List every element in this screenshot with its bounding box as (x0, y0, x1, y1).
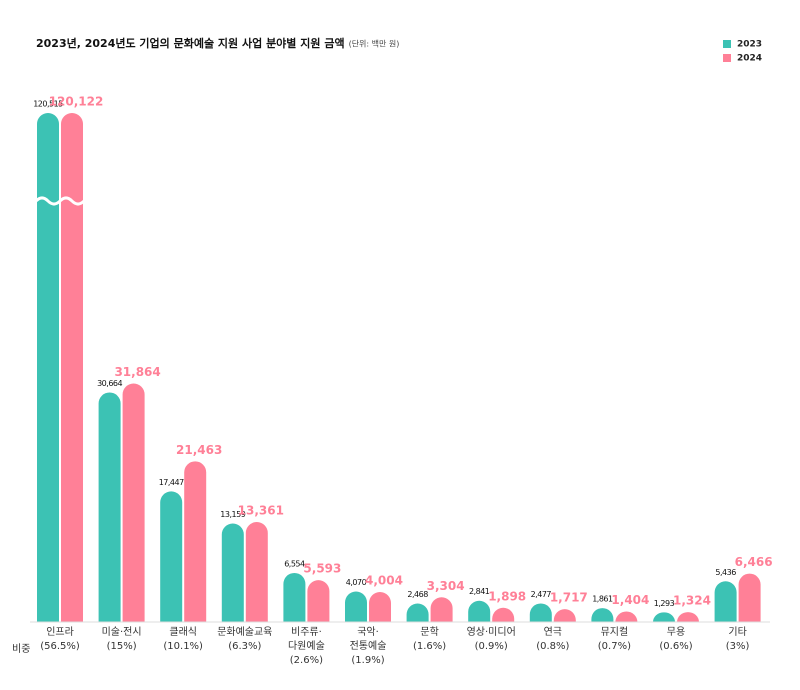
x-tick-label: 문학 (420, 627, 439, 638)
legend-swatch (723, 40, 731, 48)
bar (61, 113, 83, 622)
value-label: 13,361 (238, 503, 284, 517)
bar (430, 597, 453, 622)
bar (677, 612, 699, 622)
bar (553, 609, 576, 622)
bar (283, 572, 306, 622)
share-label: 비중 (12, 644, 31, 655)
value-label: 2,468 (407, 590, 428, 599)
value-label: 21,463 (176, 443, 222, 457)
bar (653, 612, 675, 622)
bar (345, 591, 367, 622)
bar (714, 581, 737, 622)
bar (160, 491, 183, 622)
share-label: (1.9%) (351, 655, 385, 666)
share-label: (6.3%) (228, 641, 262, 652)
axis-break (34, 196, 62, 206)
bar (468, 600, 491, 622)
share-label: (0.7%) (597, 641, 631, 652)
x-tick-label: 비주류· 다원예술 (287, 627, 325, 652)
legend-label: 2023 (737, 40, 762, 50)
value-label: 6,554 (284, 559, 305, 568)
share-label: (0.8%) (536, 641, 570, 652)
share-label: (10.1%) (163, 641, 203, 652)
value-label: 1,861 (592, 595, 613, 604)
value-label: 6,466 (735, 555, 773, 569)
value-label: 1,898 (488, 589, 526, 603)
bar (98, 392, 121, 622)
bar (307, 580, 330, 622)
chart-title: 2023년, 2024년도 기업의 문화예술 지원 사업 분야별 지원 금액 (36, 36, 345, 50)
value-label: 13,159 (220, 510, 245, 519)
value-label: 1,324 (673, 594, 711, 608)
axis-break (58, 196, 86, 206)
value-label: 1,404 (611, 593, 649, 607)
bar (245, 522, 268, 622)
x-tick-label: 연극 (543, 627, 562, 638)
value-label: 2,477 (531, 590, 552, 599)
value-label: 30,664 (97, 379, 122, 388)
value-label: 1,717 (550, 591, 588, 605)
value-label: 17,447 (159, 478, 184, 487)
bar (221, 523, 244, 622)
x-tick-label: 미술·전시 (101, 627, 142, 638)
share-label: (56.5%) (40, 641, 80, 652)
value-label: 5,593 (303, 562, 341, 576)
bar (184, 461, 207, 622)
value-label: 31,864 (114, 365, 160, 379)
value-label: 4,070 (346, 578, 367, 587)
unit-note: (단위: 백만 원) (349, 39, 400, 49)
bar (615, 611, 638, 622)
x-tick-label: 클래식 (169, 627, 197, 638)
share-label: (0.6%) (659, 641, 693, 652)
value-label: 5,436 (715, 568, 736, 577)
x-tick-label: 무용 (666, 627, 686, 638)
bar (529, 603, 552, 622)
value-label: 120,122 (49, 95, 104, 109)
x-tick-label: 국악· 전통예술 (349, 627, 387, 652)
share-label: (3%) (725, 641, 750, 652)
x-tick-label: 뮤지컬 (600, 627, 629, 638)
legend-label: 2024 (737, 54, 762, 64)
bar (122, 383, 145, 622)
x-tick-label: 영상·미디어 (466, 627, 516, 638)
share-label: (1.6%) (412, 641, 447, 652)
share-label: (15%) (106, 641, 137, 652)
bar (37, 113, 59, 622)
bar (492, 607, 515, 622)
bar (406, 603, 429, 622)
value-label: 2,841 (469, 587, 490, 596)
bar (738, 573, 761, 622)
x-tick-label: 인프라 (46, 627, 74, 638)
bar (369, 592, 391, 622)
x-tick-label: 기타 (728, 627, 747, 638)
value-label: 120,515 (33, 100, 63, 109)
x-tick-label: 문화예술교육 (217, 627, 273, 638)
bar (591, 608, 614, 622)
legend-swatch (723, 54, 731, 62)
value-label: 4,004 (365, 574, 403, 588)
share-label: (0.9%) (474, 641, 508, 652)
value-label: 3,304 (427, 579, 465, 593)
value-label: 1,293 (654, 599, 675, 608)
share-label: (2.6%) (289, 655, 323, 666)
